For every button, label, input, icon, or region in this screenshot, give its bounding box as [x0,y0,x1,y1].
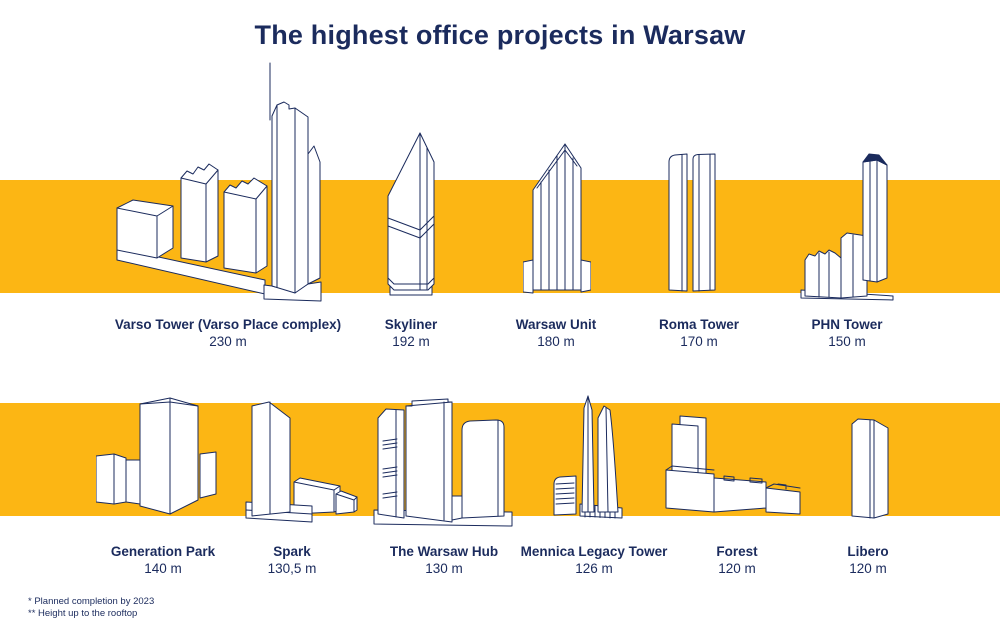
footnote-rooftop: ** Height up to the rooftop [28,608,138,619]
building-height: 120 m [718,561,756,576]
libero-illustration [851,418,889,519]
label-warsaw-unit: Warsaw Unit 180 m [516,316,597,350]
label-varso-tower: Varso Tower (Varso Place complex) 230 m [115,316,341,350]
roma-tower-illustration [668,153,716,292]
label-spark: Spark 130,5 m [268,543,317,577]
varso-tower-illustration [116,62,322,302]
building-height: 230 m [209,334,247,349]
building-height: 170 m [680,334,718,349]
label-skyliner: Skyliner 192 m [385,316,438,350]
footnotes: * Planned completion by 2023 ** Height u… [28,596,154,620]
skyliner-illustration [387,132,435,296]
building-height: 150 m [828,334,866,349]
phn-tower-illustration [800,153,894,301]
building-height: 130,5 m [267,561,317,576]
building-name: Generation Park [110,544,216,559]
label-warsaw-hub: The Warsaw Hub 130 m [390,543,498,577]
mennica-legacy-illustration [553,395,623,519]
label-phn-tower: PHN Tower 150 m [811,316,882,350]
generation-park-illustration [96,397,217,515]
page-title: The highest office projects in Warsaw [254,20,746,50]
warsaw-unit-illustration [523,143,591,294]
building-name: Spark [273,544,311,559]
building-name: Forest [716,544,758,559]
building-height: 130 m [425,561,463,576]
building-height: 192 m [392,334,430,349]
warsaw-hub-illustration [373,398,513,527]
building-name: Mennica Legacy Tower [520,544,668,559]
building-name: Roma Tower [658,317,740,332]
spark-illustration [245,401,358,523]
building-name: The Warsaw Hub [389,544,499,559]
building-name: PHN Tower [811,317,883,332]
label-mennica-legacy: Mennica Legacy Tower 126 m [521,543,668,577]
label-generation-park: Generation Park 140 m [111,543,215,577]
building-height: 120 m [849,561,887,576]
label-libero: Libero 120 m [847,543,888,577]
building-height: 140 m [144,561,182,576]
building-name: Warsaw Unit [515,317,597,332]
label-forest: Forest 120 m [716,543,757,577]
forest-illustration [665,415,801,515]
building-name: Varso Tower (Varso Place complex) [114,317,342,332]
label-roma-tower: Roma Tower 170 m [659,316,739,350]
building-name: Libero [847,544,889,559]
footnote-completion: * Planned completion by 2023 [28,596,155,607]
building-name: Skyliner [384,317,438,332]
building-height: 180 m [537,334,575,349]
building-height: 126 m [575,561,613,576]
